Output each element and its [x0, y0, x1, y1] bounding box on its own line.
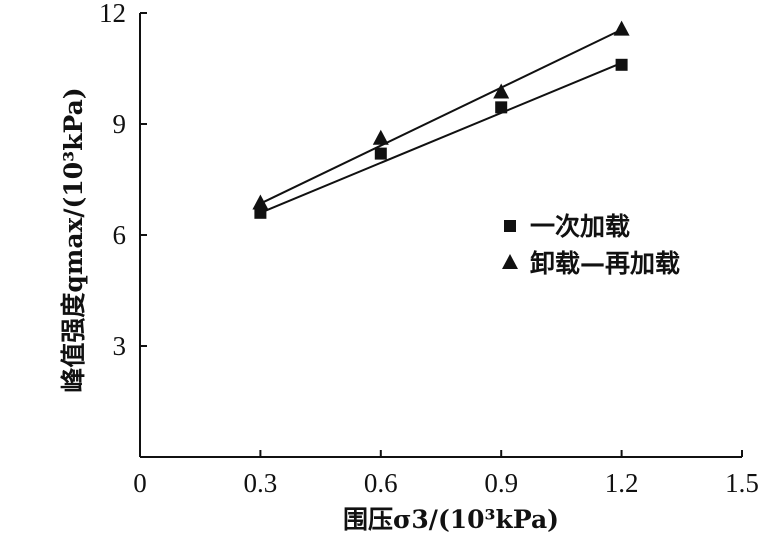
data-point-triangle	[613, 20, 630, 36]
x-tick-label: 1.2	[605, 468, 639, 498]
data-point-square	[615, 58, 628, 71]
data-point-square	[374, 147, 387, 160]
x-tick-label: 0.3	[244, 468, 278, 498]
y-tick-label: 3	[113, 331, 127, 361]
fit-line	[260, 62, 622, 214]
ticks: 0 0.3 0.6 0.9 1.2 1.5 3 6 9 12	[99, 0, 759, 498]
data-points	[252, 20, 630, 219]
data-point-triangle	[372, 129, 389, 145]
y-axis-label: 峰值强度qmax/(10³kPa)	[59, 87, 88, 392]
x-tick-label: 1.5	[725, 468, 759, 498]
y-tick-label: 12	[99, 0, 126, 28]
axes	[139, 13, 742, 458]
x-tick-label: 0.6	[364, 468, 398, 498]
x-tick-label: 0.9	[484, 468, 518, 498]
fit-lines	[259, 28, 623, 214]
legend-marker-triangle	[502, 254, 518, 269]
legend-marker-square	[504, 220, 516, 232]
y-tick-label: 6	[113, 220, 127, 250]
data-point-triangle	[493, 83, 510, 99]
y-tick-label: 9	[113, 109, 127, 139]
fit-line	[259, 28, 623, 205]
data-point-square	[495, 101, 508, 114]
data-point-triangle	[252, 194, 269, 210]
x-axis-label: 围压σ3/(10³kPa)	[343, 505, 559, 534]
axis-labels: 围压σ3/(10³kPa) 峰值强度qmax/(10³kPa)	[59, 87, 559, 534]
data-point-square	[254, 206, 267, 219]
legend-label: 卸载—再加载	[530, 249, 680, 278]
legend-label: 一次加载	[530, 212, 630, 241]
x-tick-label: 0	[133, 468, 147, 498]
